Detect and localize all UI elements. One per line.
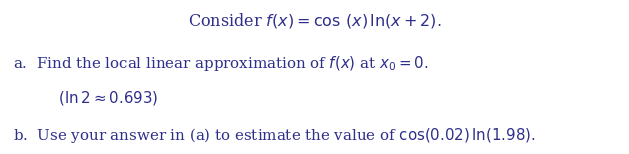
Text: Consider $f(x) = \cos\,(x)\,\ln(x + 2).$: Consider $f(x) = \cos\,(x)\,\ln(x + 2).$ bbox=[187, 11, 442, 30]
Text: a.  Find the local linear approximation of $f(x)$ at $x_0 = 0.$: a. Find the local linear approximation o… bbox=[13, 54, 428, 73]
Text: b.  Use your answer in (a) to estimate the value of $\cos(0.02)\,\ln(1.98).$: b. Use your answer in (a) to estimate th… bbox=[13, 126, 535, 145]
Text: $(\ln 2 \approx 0.693)$: $(\ln 2 \approx 0.693)$ bbox=[35, 89, 158, 107]
